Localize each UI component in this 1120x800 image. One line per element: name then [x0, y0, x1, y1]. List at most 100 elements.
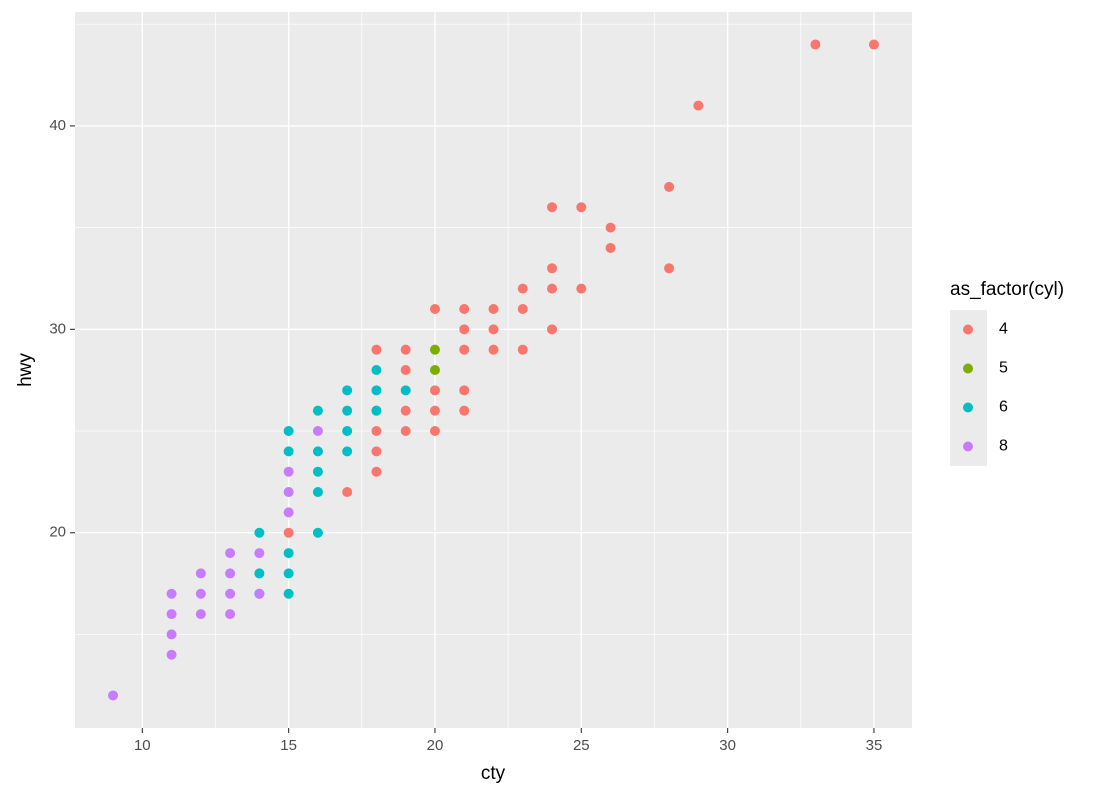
- point: [254, 588, 265, 599]
- x-tick-label: 35: [866, 737, 883, 754]
- point: [459, 303, 470, 314]
- point: [166, 649, 177, 660]
- point: [371, 466, 382, 477]
- point: [225, 568, 236, 579]
- point: [166, 629, 177, 640]
- point: [459, 385, 470, 396]
- legend-title: as_factor(cyl): [950, 279, 1064, 300]
- point: [254, 527, 265, 538]
- point: [283, 507, 294, 518]
- point: [195, 588, 206, 599]
- point: [254, 568, 265, 579]
- legend-key: [963, 402, 973, 413]
- x-tick-label: 15: [280, 737, 297, 754]
- point: [429, 344, 440, 355]
- point: [459, 405, 470, 416]
- point: [225, 548, 236, 559]
- point: [371, 426, 382, 437]
- legend-label: 4: [999, 321, 1008, 338]
- point: [312, 405, 323, 416]
- point: [664, 263, 675, 274]
- point: [459, 344, 470, 355]
- point: [195, 609, 206, 620]
- point: [195, 568, 206, 579]
- point: [488, 344, 499, 355]
- point: [166, 609, 177, 620]
- points: [108, 39, 879, 701]
- x-tick-label: 25: [573, 737, 590, 754]
- point: [400, 365, 411, 375]
- point: [547, 202, 558, 213]
- point: [400, 426, 411, 437]
- y-axis-title: hwy: [15, 353, 36, 387]
- point: [547, 324, 558, 335]
- point: [371, 344, 382, 355]
- x-tick-label: 30: [719, 737, 736, 754]
- point: [342, 385, 353, 396]
- point: [283, 426, 294, 437]
- point: [342, 426, 353, 437]
- legend-key: [963, 441, 973, 452]
- point: [371, 385, 382, 396]
- point: [225, 588, 236, 599]
- point: [488, 324, 499, 335]
- y-tick-label: 30: [49, 320, 66, 337]
- point: [342, 487, 353, 498]
- y-tick-label: 40: [49, 117, 66, 134]
- point: [517, 283, 528, 294]
- point: [400, 385, 411, 396]
- point: [312, 426, 323, 437]
- point: [283, 446, 294, 457]
- point: [283, 487, 294, 498]
- legend: 4 5 6 8: [950, 310, 1008, 466]
- legend-key: [963, 363, 973, 374]
- point: [283, 527, 294, 538]
- point: [429, 426, 440, 437]
- point: [664, 181, 675, 192]
- point: [342, 405, 353, 416]
- plot-panel: [75, 12, 912, 728]
- point: [371, 405, 382, 416]
- legend-label: 6: [999, 399, 1008, 416]
- point: [254, 548, 265, 559]
- point: [400, 344, 411, 355]
- point: [605, 222, 616, 233]
- point: [868, 39, 879, 50]
- point: [429, 365, 440, 375]
- point: [576, 283, 587, 294]
- point: [371, 365, 382, 375]
- point: [108, 690, 119, 701]
- point: [312, 487, 323, 498]
- legend-key-box: [950, 310, 987, 466]
- point: [429, 385, 440, 396]
- point: [283, 568, 294, 579]
- point: [810, 39, 821, 50]
- point: [488, 303, 499, 314]
- point: [517, 344, 528, 355]
- point: [342, 446, 353, 457]
- point: [283, 548, 294, 559]
- point: [371, 446, 382, 457]
- point: [459, 324, 470, 335]
- y-tick-label: 20: [49, 524, 66, 541]
- point: [547, 263, 558, 274]
- point: [225, 609, 236, 620]
- point: [693, 100, 704, 111]
- point: [429, 405, 440, 416]
- x-tick-label: 10: [134, 737, 151, 754]
- point: [312, 446, 323, 457]
- point: [312, 527, 323, 538]
- x-tick-label: 20: [427, 737, 444, 754]
- legend-key: [963, 324, 973, 335]
- x-axis-title: cty: [481, 763, 506, 784]
- point: [605, 242, 616, 253]
- point: [576, 202, 587, 213]
- point: [283, 588, 294, 599]
- point: [547, 283, 558, 294]
- point: [283, 466, 294, 477]
- point: [517, 303, 528, 314]
- point: [312, 466, 323, 477]
- point: [166, 588, 177, 599]
- point: [400, 405, 411, 416]
